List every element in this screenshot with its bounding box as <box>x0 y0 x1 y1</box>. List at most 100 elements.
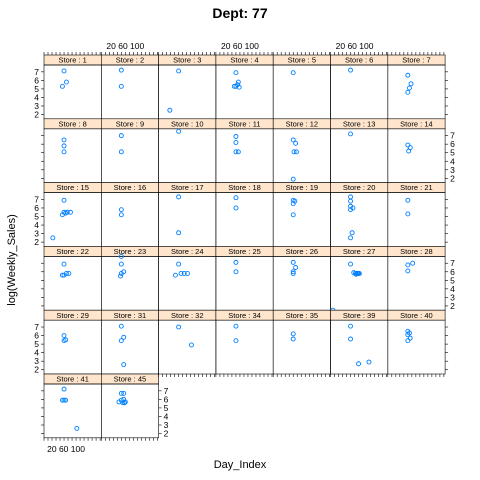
data-point <box>121 334 127 340</box>
panel-frame <box>330 192 389 247</box>
data-point <box>59 83 65 89</box>
panel-frame <box>43 128 102 183</box>
panel-frame <box>158 128 217 183</box>
data-point <box>122 400 127 406</box>
data-point <box>348 336 353 342</box>
data-point <box>293 265 299 270</box>
y-tick-label: 4 <box>34 92 39 102</box>
data-point <box>74 425 80 431</box>
data-point <box>118 67 124 73</box>
panel-frame <box>101 64 159 120</box>
data-point <box>59 397 65 403</box>
data-point <box>120 400 126 406</box>
data-point <box>290 269 296 275</box>
strip-label: Store : 18 <box>228 183 261 192</box>
panel-store-26: Store : 26 <box>272 246 331 311</box>
data-point <box>61 397 67 403</box>
y-tick-label: 6 <box>34 75 39 85</box>
data-point <box>290 70 296 76</box>
strip-label: Store : 45 <box>114 375 147 384</box>
panel-frame <box>43 64 102 120</box>
y-tick-label: 5 <box>450 275 455 285</box>
panel-frame <box>330 128 389 183</box>
panel-store-21: Store : 21 <box>387 182 446 247</box>
panel-frame <box>43 256 102 311</box>
data-point <box>406 148 412 154</box>
data-point <box>233 205 239 211</box>
data-point <box>290 176 296 182</box>
data-point <box>121 390 127 396</box>
data-point <box>176 324 182 330</box>
panel-store-10: Store : 10 <box>158 118 217 183</box>
strip-label: Store : 4 <box>230 56 258 65</box>
panel-store-7: Store : 7 <box>387 54 446 120</box>
y-tick-label: 4 <box>34 348 39 358</box>
panel-store-23: Store : 23 <box>101 246 159 311</box>
panel-frame <box>387 319 446 375</box>
data-point <box>178 271 184 276</box>
strip-label: Store : 16 <box>114 183 147 192</box>
panel-store-27: Store : 27 <box>330 246 389 313</box>
strip-label: Store : 2 <box>116 56 144 65</box>
strip-label: Store : 21 <box>400 183 433 192</box>
panel-store-22: Store : 22 <box>43 246 102 311</box>
y-tick-label: 6 <box>34 203 39 213</box>
panel-frame <box>387 128 446 183</box>
panel-store-39: Store : 39 <box>330 309 389 375</box>
strip-label: Store : 22 <box>56 247 89 256</box>
strip-label: Store : 25 <box>228 247 261 256</box>
strip-label: Store : 24 <box>171 247 204 256</box>
panel-store-3: Store : 3 <box>158 54 217 120</box>
data-point <box>118 83 124 89</box>
strip-label: Store : 26 <box>286 247 319 256</box>
y-tick-label: 7 <box>450 258 455 268</box>
data-point <box>122 399 128 405</box>
panel-store-19: Store : 19 <box>272 182 331 247</box>
panel-store-25: Store : 25 <box>215 246 274 311</box>
data-point <box>405 211 411 217</box>
panel-frame <box>158 256 217 311</box>
panel-frame <box>387 192 446 247</box>
data-point <box>118 261 124 267</box>
data-point <box>61 137 67 143</box>
y-tick-label: 5 <box>164 403 169 413</box>
data-point <box>118 133 124 139</box>
data-point <box>405 142 411 148</box>
data-point <box>405 89 411 95</box>
data-point <box>410 260 416 266</box>
data-point <box>405 268 411 274</box>
y-tick-label: 5 <box>34 84 39 94</box>
panel-store-17: Store : 17 <box>158 182 217 247</box>
panel-store-9: Store : 9 <box>101 118 159 183</box>
data-point <box>118 212 124 218</box>
panel-frame <box>387 64 446 120</box>
y-tick-label: 3 <box>450 292 455 302</box>
panel-frame <box>272 192 331 247</box>
data-point <box>61 149 67 155</box>
data-point <box>176 261 182 267</box>
y-tick-label: 2 <box>450 173 455 183</box>
data-point <box>348 194 353 200</box>
panel-frame <box>272 256 331 311</box>
data-point <box>348 235 353 241</box>
data-point <box>176 230 182 236</box>
panel-frame <box>215 319 274 375</box>
y-tick-label: 7 <box>34 322 39 332</box>
panel-frame <box>215 256 274 311</box>
y-tick-label: 2 <box>164 429 169 439</box>
panel-store-12: Store : 12 <box>272 118 331 183</box>
data-point <box>59 212 65 218</box>
strip-label: Store : 17 <box>171 183 204 192</box>
panel-store-29: Store : 29 <box>43 309 102 375</box>
strip-label: Store : 13 <box>343 119 376 128</box>
data-point <box>118 149 124 155</box>
data-point <box>118 207 124 213</box>
strip-label: Store : 14 <box>400 119 433 128</box>
strip-label: Store : 3 <box>173 56 201 65</box>
y-tick-label: 3 <box>450 165 455 175</box>
data-point <box>290 259 296 265</box>
data-point <box>407 335 413 341</box>
panel-frame <box>101 256 159 311</box>
data-point <box>233 70 239 76</box>
